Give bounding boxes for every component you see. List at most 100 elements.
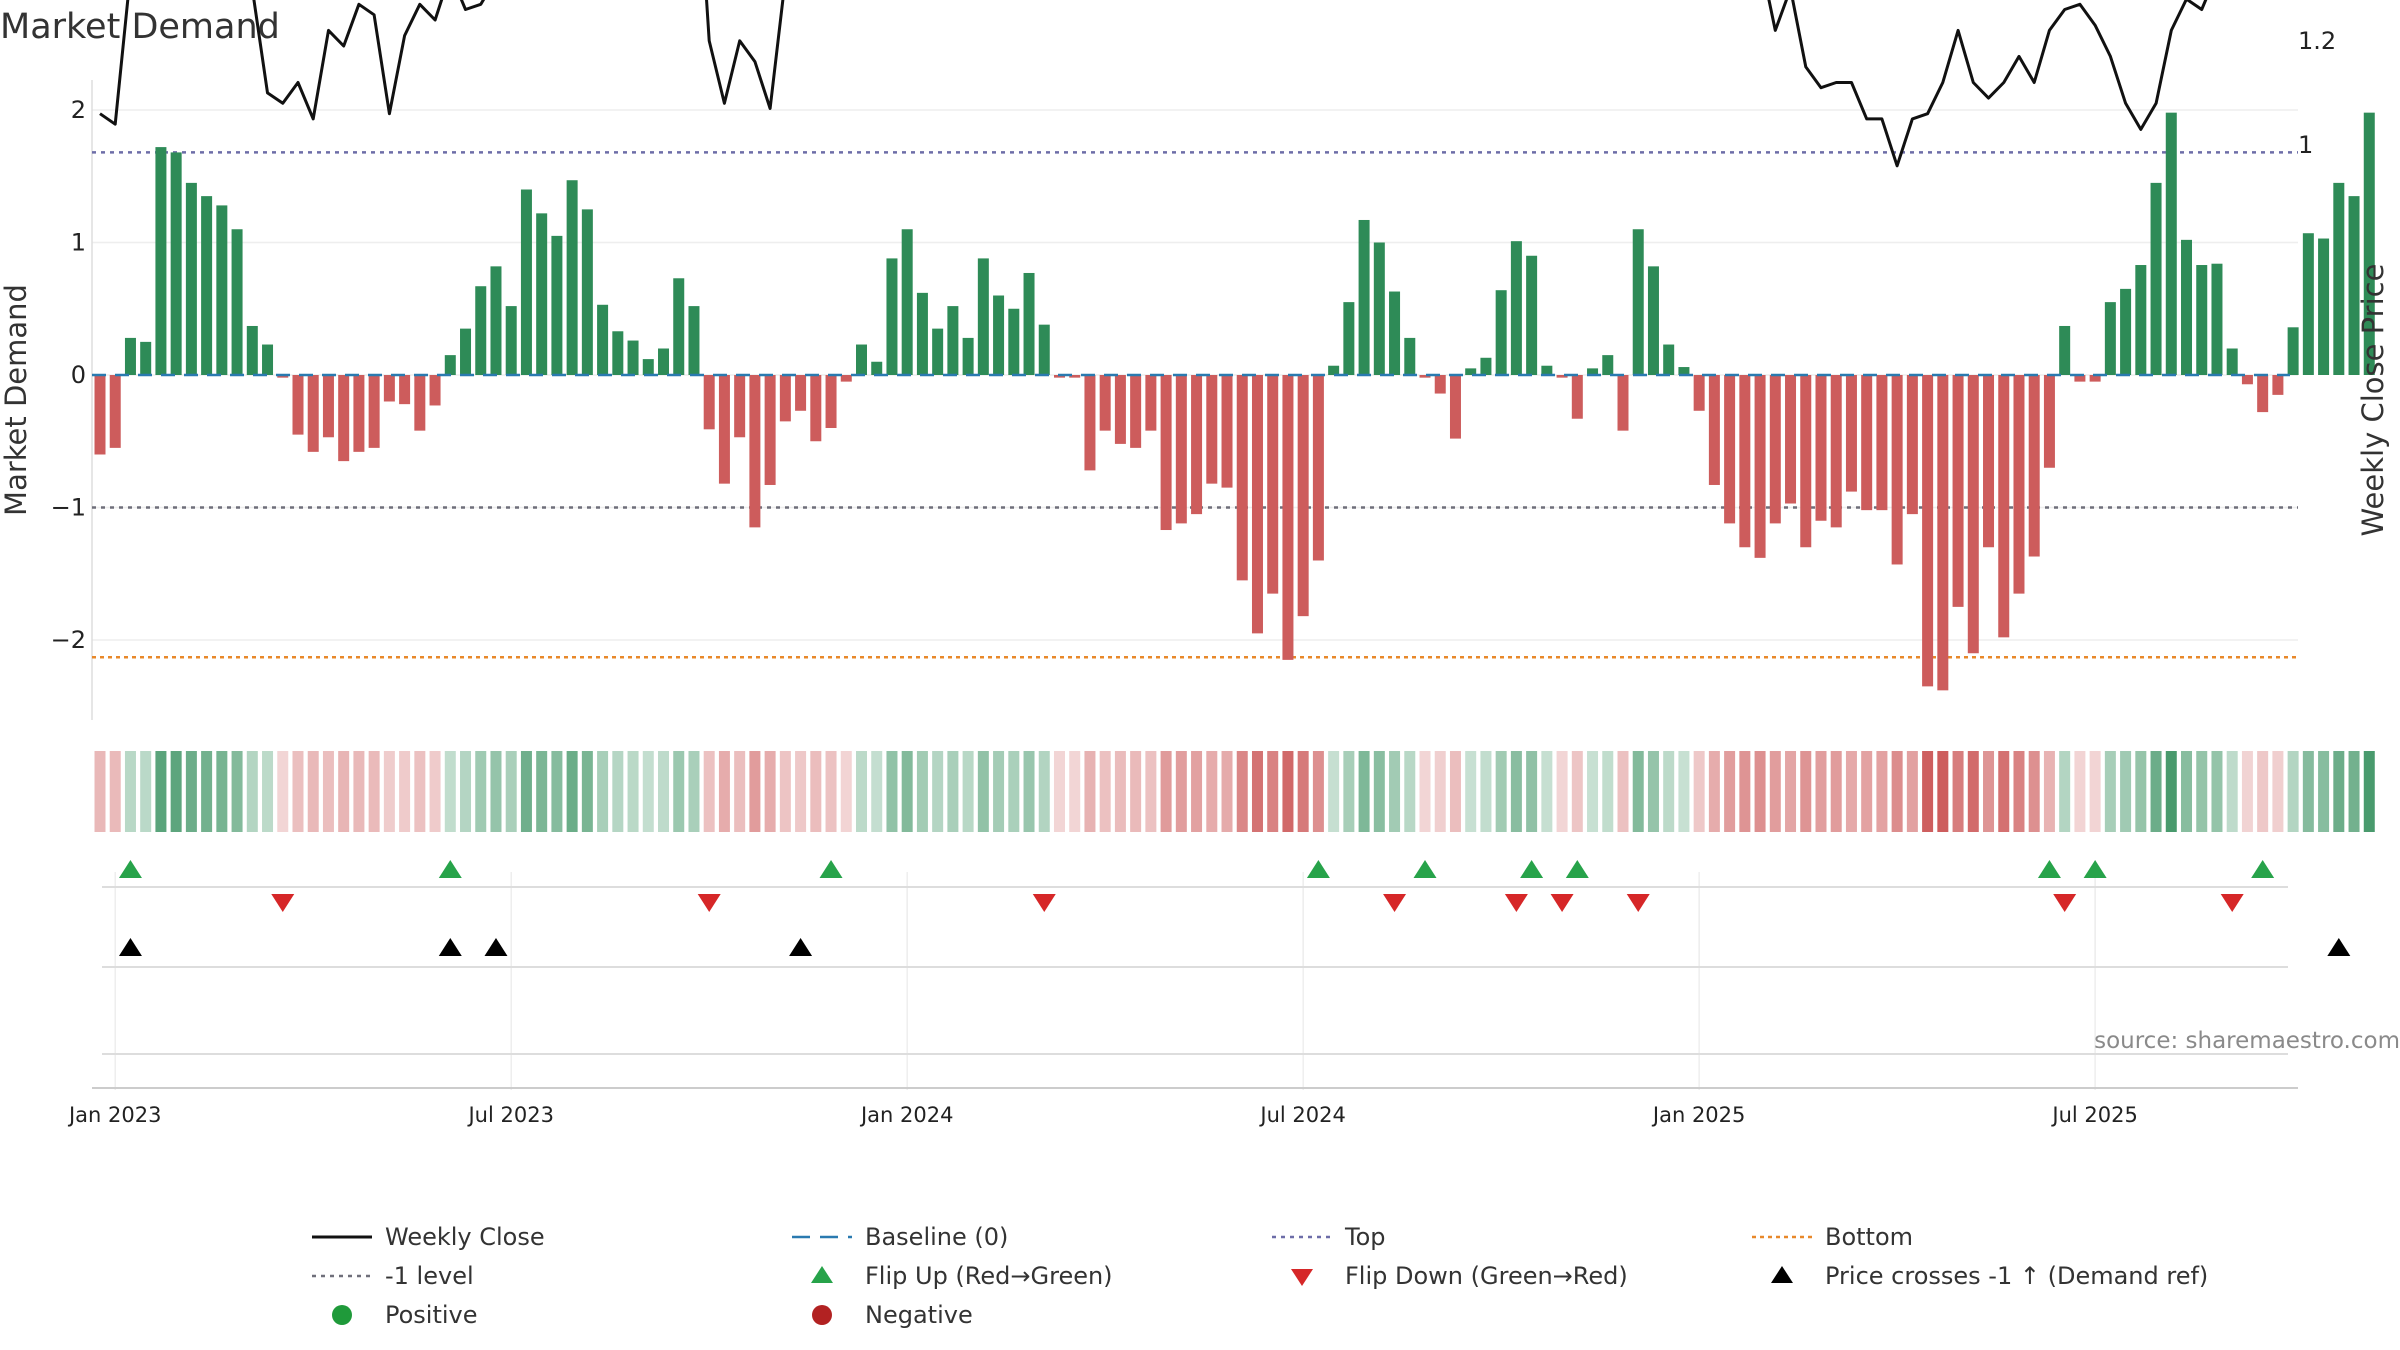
heat-cell bbox=[1312, 751, 1324, 832]
demand-bar bbox=[581, 209, 593, 375]
demand-bar bbox=[2059, 325, 2071, 375]
demand-bar bbox=[1845, 375, 1857, 492]
heat-cell bbox=[2120, 751, 2132, 832]
heat-cell bbox=[322, 751, 334, 832]
demand-bar bbox=[1861, 375, 1873, 511]
heat-cell bbox=[1404, 751, 1416, 832]
x-tick-label: Jan 2024 bbox=[859, 1103, 954, 1127]
heat-cell bbox=[2333, 751, 2345, 832]
heat-cell bbox=[962, 751, 974, 832]
heat-cell bbox=[1922, 751, 1934, 832]
heat-cell bbox=[1175, 751, 1187, 832]
heat-cell bbox=[1099, 751, 1111, 832]
heat-cell bbox=[1130, 751, 1142, 832]
demand-bar bbox=[292, 375, 304, 435]
heat-cell bbox=[1556, 751, 1568, 832]
heat-cell bbox=[1845, 751, 1857, 832]
heat-cell bbox=[566, 751, 578, 832]
heat-cell bbox=[307, 751, 319, 832]
heat-cell bbox=[1449, 751, 1461, 832]
legend-label-minus-one: -1 level bbox=[385, 1262, 474, 1290]
price-cross-marker bbox=[118, 938, 142, 956]
demand-bar bbox=[2348, 196, 2360, 375]
heat-cell bbox=[1419, 751, 1431, 832]
demand-bar bbox=[475, 286, 487, 375]
source-note: source: sharemaestro.com bbox=[2094, 1028, 2400, 1054]
heat-cell bbox=[2089, 751, 2101, 832]
demand-bar bbox=[1221, 375, 1233, 488]
demand-bar bbox=[429, 375, 441, 406]
flip-up-marker bbox=[819, 860, 843, 878]
demand-bar bbox=[1236, 375, 1248, 581]
demand-bar bbox=[1130, 375, 1142, 448]
x-tick-label: Jul 2025 bbox=[2050, 1103, 2137, 1127]
legend-swatch-price-cross bbox=[1771, 1266, 1793, 1283]
y-axis-left-ticks: 2 1 0 −1 −2 bbox=[51, 96, 86, 654]
heat-cell bbox=[2257, 751, 2269, 832]
demand-bar bbox=[734, 375, 746, 438]
heat-cell bbox=[490, 751, 502, 832]
demand-bar bbox=[764, 375, 776, 485]
heat-cell bbox=[1114, 751, 1126, 832]
price-cross-marker bbox=[484, 938, 508, 956]
demand-bar bbox=[1739, 375, 1751, 548]
demand-bar bbox=[1008, 308, 1020, 375]
demand-bar bbox=[703, 375, 715, 430]
heat-cell bbox=[1236, 751, 1248, 832]
demand-bar bbox=[1647, 266, 1659, 375]
heat-cell bbox=[703, 751, 715, 832]
legend-item-top: Top bbox=[1272, 1223, 1386, 1251]
y-axis-right-ticks: 21.81.61.41.21 bbox=[2298, 27, 2336, 159]
x-tick-label: Jul 2024 bbox=[1258, 1103, 1345, 1127]
flip-down-marker bbox=[2053, 894, 2077, 912]
heat-cell bbox=[1251, 751, 1263, 832]
flip-down-marker bbox=[1504, 894, 1528, 912]
demand-bar bbox=[2120, 288, 2132, 375]
x-axis-ticks: Jan 2023 Jul 2023 Jan 2024 Jul 2024 Jan 2025… bbox=[67, 1103, 2138, 1127]
heat-cell bbox=[1053, 751, 1065, 832]
heat-cell bbox=[1480, 751, 1492, 832]
demand-bar bbox=[1693, 375, 1705, 411]
heat-cell bbox=[932, 751, 944, 832]
demand-bar bbox=[368, 375, 380, 448]
demand-bar bbox=[170, 152, 182, 375]
demand-bar bbox=[1099, 375, 1111, 431]
heat-cell bbox=[2241, 751, 2253, 832]
demand-bar bbox=[2257, 375, 2269, 413]
legend-swatch-negative bbox=[812, 1305, 832, 1325]
heat-cell bbox=[1739, 751, 1751, 832]
legend-item-positive: Positive bbox=[332, 1301, 478, 1329]
legend-swatch-flip-down bbox=[1291, 1269, 1313, 1286]
heat-cell bbox=[2150, 751, 2162, 832]
flip-down-marker bbox=[697, 894, 721, 912]
legend-item-price-cross: Price crosses -1 ↑ (Demand ref) bbox=[1771, 1262, 2208, 1290]
demand-bar bbox=[216, 205, 228, 375]
demand-bars bbox=[92, 112, 2375, 691]
heat-cell bbox=[1693, 751, 1705, 832]
heat-cell bbox=[1785, 751, 1797, 832]
demand-bar bbox=[353, 375, 365, 452]
demand-bar bbox=[916, 292, 928, 375]
flip-down-marker bbox=[1383, 894, 1407, 912]
demand-bar bbox=[1312, 375, 1324, 561]
demand-bar bbox=[2196, 265, 2208, 375]
heat-cell bbox=[2363, 751, 2375, 832]
demand-bar bbox=[1084, 375, 1096, 471]
heat-cell bbox=[1587, 751, 1599, 832]
demand-bar bbox=[1267, 375, 1279, 594]
demand-bar bbox=[1571, 375, 1583, 419]
demand-bar bbox=[1160, 375, 1172, 531]
heat-cell bbox=[1937, 751, 1949, 832]
demand-bar bbox=[1449, 375, 1461, 439]
heat-cell bbox=[2135, 751, 2147, 832]
x-tick-label: Jan 2023 bbox=[67, 1103, 162, 1127]
heat-cell bbox=[1526, 751, 1538, 832]
demand-bar bbox=[2302, 233, 2314, 375]
price-cross-marker bbox=[438, 938, 462, 956]
demand-bar bbox=[2318, 238, 2330, 375]
demand-bar bbox=[1023, 272, 1035, 375]
y-tick-right: 1.2 bbox=[2298, 27, 2336, 55]
demand-bar bbox=[1891, 375, 1903, 565]
heat-cell bbox=[612, 751, 624, 832]
heat-cell bbox=[2211, 751, 2223, 832]
